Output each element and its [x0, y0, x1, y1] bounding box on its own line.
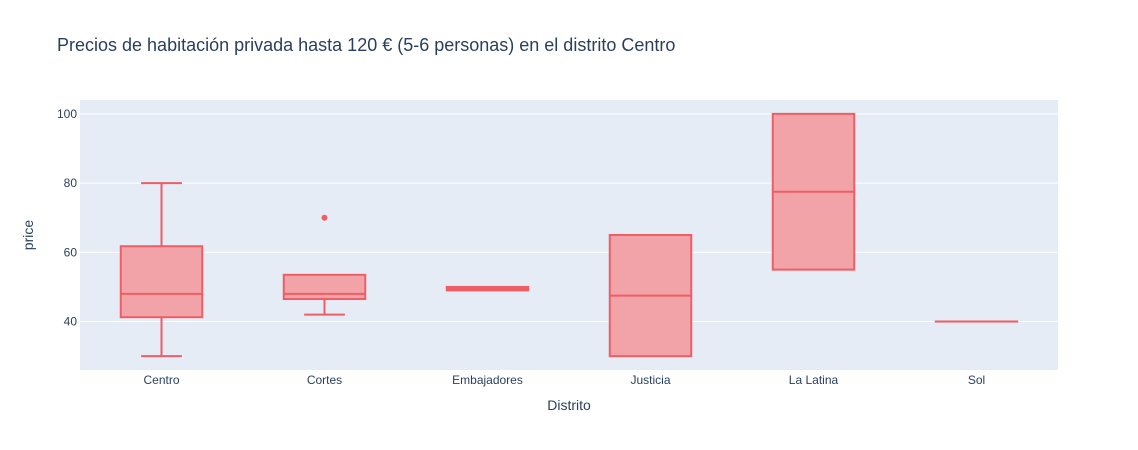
- box-embajadores: [445, 285, 530, 292]
- plot-area: [80, 100, 1058, 370]
- box-iqr: [282, 273, 367, 301]
- x-tick-label: Justicia: [630, 373, 670, 387]
- box-la-latina: [771, 112, 856, 271]
- y-tick-label: 80: [64, 176, 78, 190]
- chart-title: Precios de habitación privada hasta 120 …: [57, 35, 675, 55]
- box-justicia: [608, 234, 693, 358]
- y-tick-label: 60: [64, 245, 78, 259]
- grid-lines: [80, 113, 1058, 323]
- x-tick-label: Sol: [968, 373, 985, 387]
- box-series: [119, 112, 1019, 358]
- x-tick-label: Embajadores: [452, 373, 523, 387]
- box-centro: [119, 182, 204, 358]
- x-axis-ticks: Centro Cortes Embajadores Justicia La Latina…: [143, 373, 985, 387]
- y-axis-title: price: [20, 220, 36, 251]
- box-cortes: [282, 214, 367, 316]
- y-axis-ticks: 40 60 80 100: [57, 107, 77, 329]
- y-tick-label: 40: [64, 315, 78, 329]
- x-tick-label: Centro: [143, 373, 179, 387]
- x-tick-label: La Latina: [789, 373, 839, 387]
- box-iqr: [119, 245, 204, 319]
- x-axis-title: Distrito: [547, 397, 591, 413]
- x-tick-label: Cortes: [307, 373, 342, 387]
- y-tick-label: 100: [57, 107, 77, 121]
- outlier-point: [321, 214, 328, 221]
